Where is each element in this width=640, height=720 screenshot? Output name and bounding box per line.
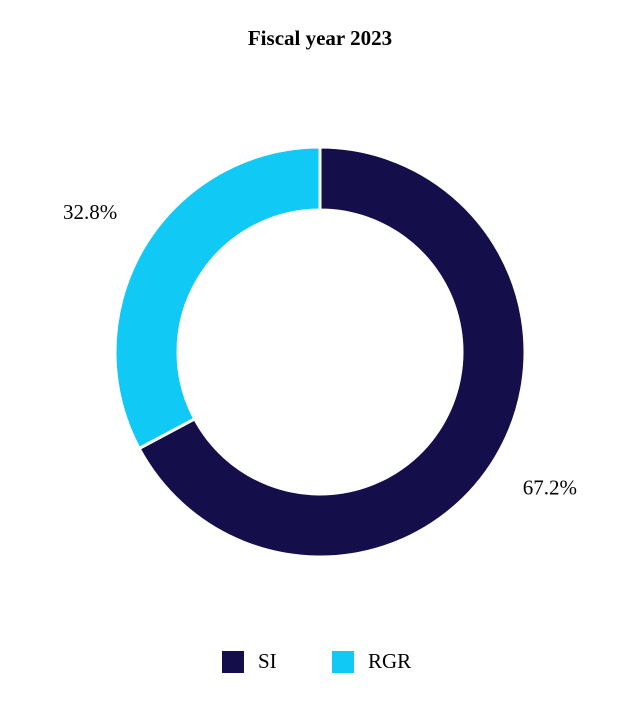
legend-swatch (222, 651, 244, 673)
donut-slice (137, 145, 527, 559)
legend-swatch (332, 651, 354, 673)
donut-slice (113, 145, 322, 451)
chart-title: Fiscal year 2023 (248, 26, 392, 50)
legend-label: RGR (368, 649, 411, 673)
legend-label: SI (258, 649, 277, 673)
data-label: 67.2% (523, 476, 577, 500)
data-label: 32.8% (63, 200, 117, 224)
